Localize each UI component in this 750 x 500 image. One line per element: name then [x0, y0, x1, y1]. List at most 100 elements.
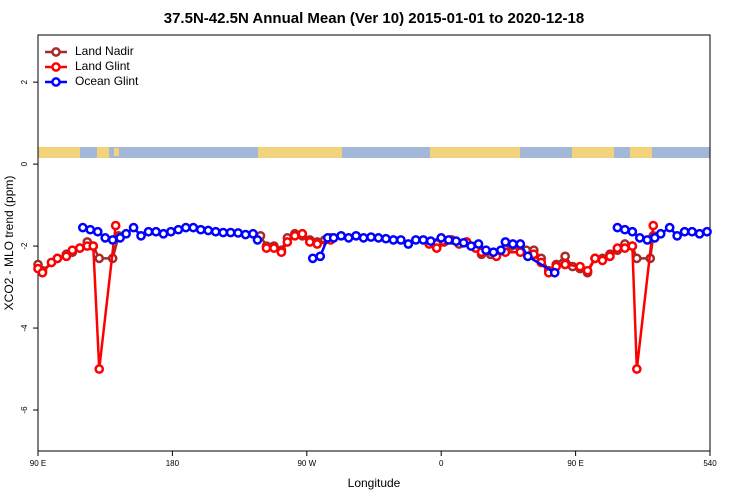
data-point [297, 228, 308, 239]
data-point [312, 239, 323, 249]
y-tick-label: -2 [20, 242, 29, 250]
x-axis-label: Longitude [348, 476, 401, 490]
data-point [605, 251, 615, 262]
data-point [694, 228, 705, 239]
plot-frame [37, 34, 711, 452]
data-point [307, 253, 318, 264]
data-point [451, 236, 461, 247]
data-point [52, 253, 63, 264]
data-point [642, 235, 653, 245]
data-point [158, 228, 169, 239]
data-point [508, 239, 518, 249]
y-tick-label: -6 [20, 406, 29, 414]
data-point [679, 226, 690, 237]
data-point [107, 235, 118, 245]
data-point [702, 226, 712, 237]
data-point [664, 222, 675, 233]
x-tick-label: 540 [703, 459, 717, 468]
data-point [425, 236, 436, 247]
data-point [233, 228, 243, 238]
data-point [180, 222, 191, 233]
data-point [37, 267, 48, 278]
data-point [582, 265, 593, 276]
data-point [627, 241, 638, 251]
data-point [431, 243, 442, 253]
data-point [443, 235, 454, 245]
data-point [85, 224, 96, 235]
legend-marker [51, 62, 61, 72]
data-point [687, 226, 697, 237]
legend-marker [51, 77, 61, 87]
data-point [436, 233, 447, 243]
data-point [396, 235, 406, 245]
data-point [143, 226, 154, 237]
data-point [515, 239, 526, 249]
data-point [458, 237, 469, 248]
data-point [173, 224, 184, 235]
data-point [276, 247, 287, 258]
data-point [92, 226, 103, 237]
x-tick-label: 0 [439, 459, 444, 468]
data-point [94, 253, 105, 264]
data-point [631, 364, 642, 374]
data-point [381, 233, 391, 244]
data-point [210, 226, 221, 237]
data-point [67, 245, 78, 256]
legend-label: Ocean Glint [75, 74, 139, 88]
data-point [151, 226, 161, 237]
data-point [672, 230, 682, 241]
data-point [203, 225, 214, 236]
data-point [240, 229, 251, 240]
y-tick-label: 2 [20, 79, 29, 84]
data-point [627, 226, 638, 237]
data-point [269, 243, 279, 253]
data-point [74, 243, 85, 253]
data-point [418, 235, 429, 245]
data-point [88, 241, 99, 251]
data-point [94, 364, 105, 374]
x-tick-label: 90 W [297, 459, 316, 468]
data-point [631, 253, 642, 264]
data-point [351, 230, 361, 241]
data-point [218, 227, 229, 238]
data-point [500, 237, 511, 247]
data-point [473, 239, 484, 249]
data-point [315, 251, 326, 262]
data-point [136, 230, 146, 241]
data-point [188, 222, 199, 233]
x-tick-label: 90 E [30, 459, 46, 468]
data-point [373, 233, 384, 243]
data-point [620, 243, 630, 253]
series-line [37, 225, 655, 370]
data-point [403, 239, 414, 249]
y-tick-label: -4 [20, 324, 29, 332]
data-point [481, 245, 491, 256]
data-point [166, 226, 176, 237]
data-point [597, 255, 608, 266]
data-point [304, 237, 315, 247]
data-point [366, 232, 376, 242]
data-point [343, 233, 354, 243]
chart-title: 37.5N-42.5N Annual Mean (Ver 10) 2015-01… [164, 10, 584, 27]
data-point [620, 224, 630, 235]
data-point [560, 251, 570, 262]
data-point [77, 222, 88, 233]
data-point [261, 243, 272, 253]
data-point [100, 233, 111, 243]
data-point [282, 237, 293, 247]
data-point [522, 251, 533, 262]
data-point [328, 233, 339, 243]
data-point [648, 220, 659, 231]
data-point [634, 233, 645, 243]
data-point [549, 267, 560, 278]
data-point [575, 261, 585, 272]
data-point [61, 251, 72, 262]
legend-label: Land Nadir [75, 44, 134, 58]
data-point [612, 222, 623, 233]
data-point [590, 253, 600, 264]
data-point [560, 259, 570, 270]
y-axis-label: XCO2 - MLO trend (ppm) [2, 176, 16, 311]
data-point [410, 235, 421, 245]
x-tick-label: 180 [166, 459, 180, 468]
